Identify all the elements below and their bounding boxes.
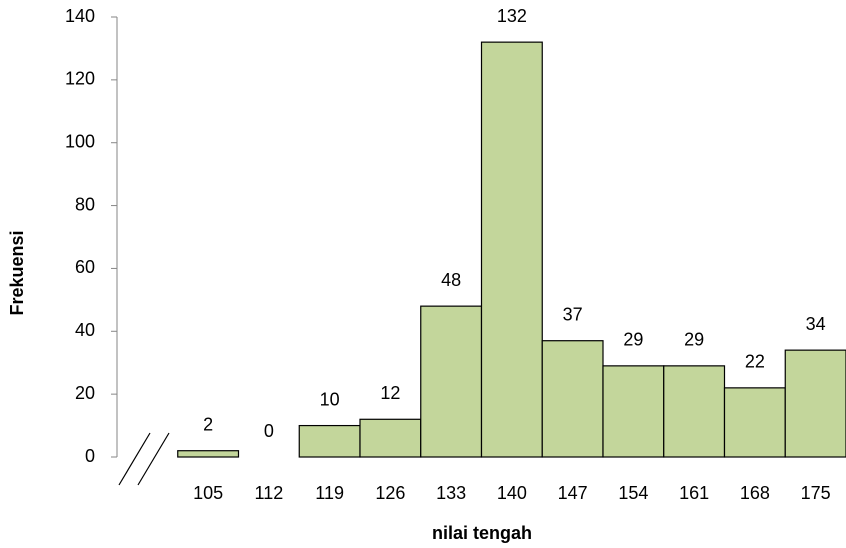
bar: [602, 365, 665, 458]
data-label: 29: [623, 330, 643, 350]
y-tick-label: 120: [65, 69, 95, 89]
y-tick-label: 80: [75, 194, 95, 214]
bar: [723, 387, 786, 458]
bar: [541, 340, 604, 458]
x-tick-label: 168: [740, 483, 770, 503]
data-label: 29: [684, 330, 704, 350]
x-tick-label: 161: [679, 483, 709, 503]
x-tick-label: 147: [558, 483, 588, 503]
x-tick-label: 154: [618, 483, 648, 503]
data-label: 48: [441, 270, 461, 290]
x-tick-label: 140: [497, 483, 527, 503]
x-tick-label: 119: [315, 483, 344, 503]
y-tick-label: 60: [75, 257, 95, 277]
data-label: 10: [320, 389, 340, 409]
x-tick-label: 126: [375, 483, 405, 503]
y-axis-label: Frekuensi: [7, 230, 27, 315]
data-label: 12: [380, 383, 400, 403]
bar: [177, 450, 240, 458]
data-label: 22: [745, 352, 765, 372]
x-tick-label: 175: [801, 483, 831, 503]
data-label: 37: [563, 304, 583, 324]
bar: [298, 424, 361, 458]
axis-break: [118, 432, 151, 486]
y-tick-label: 40: [75, 320, 95, 340]
data-label: 132: [497, 6, 527, 26]
bar: [359, 418, 422, 458]
data-label: 2: [203, 414, 213, 434]
x-tick-label: 133: [436, 483, 466, 503]
bar: [784, 349, 846, 458]
x-axis-label: nilai tengah: [432, 523, 532, 543]
y-tick-label: 140: [65, 6, 95, 26]
y-tick-label: 0: [85, 446, 95, 466]
bar: [663, 365, 726, 458]
y-tick-label: 20: [75, 383, 95, 403]
axis-break: [137, 432, 170, 486]
data-label: 34: [806, 314, 826, 334]
bar: [480, 41, 543, 458]
x-tick-label: 112: [255, 483, 284, 503]
x-tick-label: 105: [193, 483, 223, 503]
bar: [420, 305, 483, 458]
data-label: 0: [264, 421, 274, 441]
y-tick-label: 100: [65, 131, 95, 151]
